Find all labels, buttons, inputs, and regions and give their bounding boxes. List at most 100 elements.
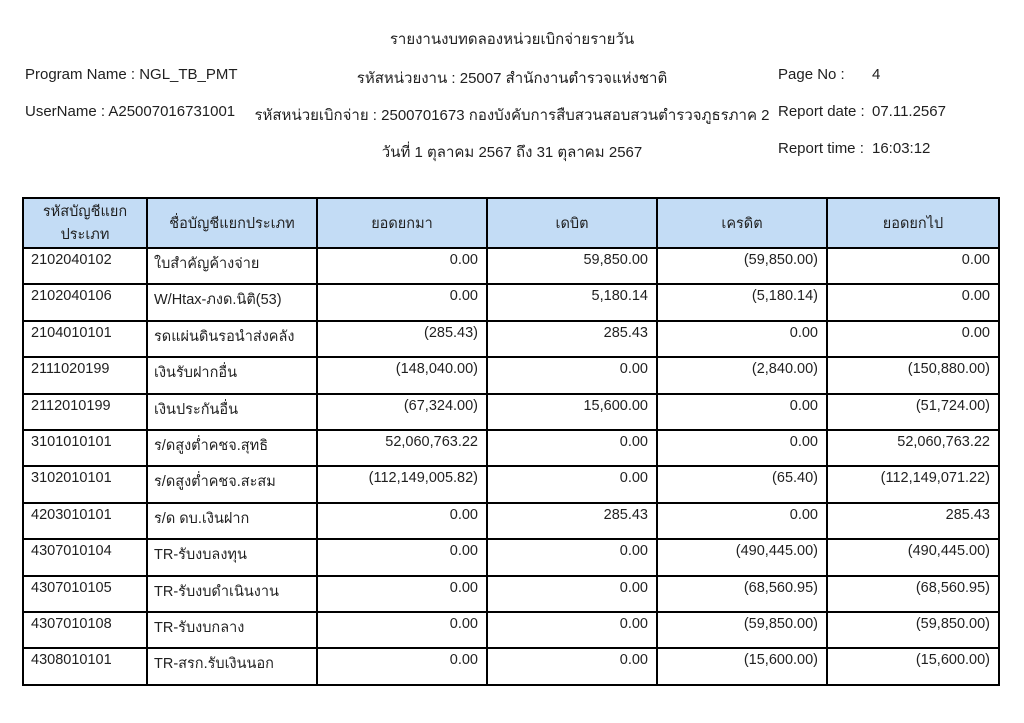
cell-account-name: TR-สรก.รับเงินนอก xyxy=(146,647,318,686)
table-row: 2102040102 ใบสำคัญค้างจ่าย 0.00 59,850.0… xyxy=(22,246,1000,286)
cell-debit: 5,180.14 xyxy=(486,283,658,322)
cell-debit: 285.43 xyxy=(486,319,658,359)
cell-debit: 59,850.00 xyxy=(486,246,658,286)
cell-debit: 0.00 xyxy=(486,428,658,468)
cell-closing-balance: (15,600.00) xyxy=(826,647,1000,686)
cell-account-code: 4307010104 xyxy=(22,538,148,577)
cell-credit: (490,445.00) xyxy=(656,538,828,577)
cell-opening-balance: 0.00 xyxy=(316,647,488,686)
cell-account-name: TR-รับงบดำเนินงาน xyxy=(146,574,318,613)
col-header-credit: เครดิต xyxy=(656,197,828,249)
cell-account-code: 3102010101 xyxy=(22,465,148,504)
cell-account-code: 3101010101 xyxy=(22,428,148,468)
cell-debit: 0.00 xyxy=(486,538,658,577)
cell-credit: (59,850.00) xyxy=(656,246,828,286)
cell-credit: (65.40) xyxy=(656,465,828,504)
table-row: 2102040106 W/Htax-ภงด.นิติ(53) 0.00 5,18… xyxy=(22,283,1000,322)
user-name: UserName : A25007016731001 xyxy=(25,103,236,120)
table-header-row: รหัสบัญชีแยกประเภท ชื่อบัญชีแยกประเภท ยอ… xyxy=(22,197,1000,249)
cell-closing-balance: 0.00 xyxy=(826,283,1000,322)
trial-balance-table: รหัสบัญชีแยกประเภท ชื่อบัญชีแยกประเภท ยอ… xyxy=(22,197,1000,686)
table-row: 4307010108 TR-รับงบกลาง 0.00 0.00 (59,85… xyxy=(22,610,1000,650)
cell-account-code: 2102040106 xyxy=(22,283,148,322)
cell-opening-balance: 0.00 xyxy=(316,574,488,613)
cell-account-name: TR-รับงบลงทุน xyxy=(146,538,318,577)
cell-account-name: เงินรับฝากอื่น xyxy=(146,356,318,395)
cell-closing-balance: (51,724.00) xyxy=(826,392,1000,431)
table-row: 2111020199 เงินรับฝากอื่น (148,040.00) 0… xyxy=(22,356,1000,395)
cell-credit: (15,600.00) xyxy=(656,647,828,686)
program-name: Program Name : NGL_TB_PMT xyxy=(25,66,238,83)
col-header-account-code: รหัสบัญชีแยกประเภท xyxy=(22,197,148,249)
cell-closing-balance: 285.43 xyxy=(826,501,1000,541)
cell-closing-balance: 0.00 xyxy=(826,246,1000,286)
report-time-value: 16:03:12 xyxy=(872,140,931,157)
table-row: 4203010101 ร/ด ดบ.เงินฝาก 0.00 285.43 0.… xyxy=(22,501,1000,541)
cell-closing-balance: (112,149,071.22) xyxy=(826,465,1000,504)
cell-account-code: 2102040102 xyxy=(22,246,148,286)
col-header-debit: เดบิต xyxy=(486,197,658,249)
cell-opening-balance: (67,324.00) xyxy=(316,392,488,431)
disbursement-unit-code: รหัสหน่วยเบิกจ่าย : 2500701673 กองบังคับ… xyxy=(254,107,770,124)
cell-closing-balance: 52,060,763.22 xyxy=(826,428,1000,468)
col-header-closing-balance: ยอดยกไป xyxy=(826,197,1000,249)
agency-code: รหัสหน่วยงาน : 25007 สำนักงานตำรวจแห่งชา… xyxy=(356,70,668,87)
cell-opening-balance: 0.00 xyxy=(316,283,488,322)
cell-credit: 0.00 xyxy=(656,428,828,468)
cell-opening-balance: 0.00 xyxy=(316,501,488,541)
table-row: 3101010101 ร/ดสูงต่ำคชจ.สุทธิ 52,060,763… xyxy=(22,428,1000,468)
cell-closing-balance: (59,850.00) xyxy=(826,610,1000,650)
report-title: รายงานงบทดลองหน่วยเบิกจ่ายรายวัน xyxy=(389,31,635,48)
cell-account-code: 2104010101 xyxy=(22,319,148,359)
cell-debit: 0.00 xyxy=(486,574,658,613)
cell-debit: 285.43 xyxy=(486,501,658,541)
cell-account-name: เงินประกันอื่น xyxy=(146,392,318,431)
table-row: 2112010199 เงินประกันอื่น (67,324.00) 15… xyxy=(22,392,1000,431)
cell-debit: 0.00 xyxy=(486,610,658,650)
cell-account-code: 2112010199 xyxy=(22,392,148,431)
cell-closing-balance: 0.00 xyxy=(826,319,1000,359)
col-header-account-name: ชื่อบัญชีแยกประเภท xyxy=(146,197,318,249)
cell-credit: (5,180.14) xyxy=(656,283,828,322)
cell-account-name: ร/ดสูงต่ำคชจ.สุทธิ xyxy=(146,428,318,468)
cell-credit: (68,560.95) xyxy=(656,574,828,613)
cell-credit: (59,850.00) xyxy=(656,610,828,650)
cell-opening-balance: 0.00 xyxy=(316,610,488,650)
cell-account-code: 4203010101 xyxy=(22,501,148,541)
report-date-label: Report date : xyxy=(778,103,865,120)
report-date-value: 07.11.2567 xyxy=(872,103,946,120)
cell-account-name: รดแผ่นดินรอนำส่งคลัง xyxy=(146,319,318,359)
cell-opening-balance: (285.43) xyxy=(316,319,488,359)
page-no-value: 4 xyxy=(872,66,881,83)
cell-closing-balance: (68,560.95) xyxy=(826,574,1000,613)
cell-closing-balance: (150,880.00) xyxy=(826,356,1000,395)
table-row: 2104010101 รดแผ่นดินรอนำส่งคลัง (285.43)… xyxy=(22,319,1000,359)
cell-opening-balance: 0.00 xyxy=(316,538,488,577)
cell-account-name: TR-รับงบกลาง xyxy=(146,610,318,650)
report-time-label: Report time : xyxy=(778,140,864,157)
cell-debit: 0.00 xyxy=(486,647,658,686)
cell-account-name: ร/ดสูงต่ำคชจ.สะสม xyxy=(146,465,318,504)
cell-account-name: W/Htax-ภงด.นิติ(53) xyxy=(146,283,318,322)
table-row: 4307010105 TR-รับงบดำเนินงาน 0.00 0.00 (… xyxy=(22,574,1000,613)
cell-account-code: 2111020199 xyxy=(22,356,148,395)
cell-closing-balance: (490,445.00) xyxy=(826,538,1000,577)
cell-opening-balance: 0.00 xyxy=(316,246,488,286)
cell-account-code: 4308010101 xyxy=(22,647,148,686)
cell-account-name: ร/ด ดบ.เงินฝาก xyxy=(146,501,318,541)
report-date-range: วันที่ 1 ตุลาคม 2567 ถึง 31 ตุลาคม 2567 xyxy=(381,144,643,161)
cell-account-name: ใบสำคัญค้างจ่าย xyxy=(146,246,318,286)
cell-credit: 0.00 xyxy=(656,319,828,359)
cell-debit: 0.00 xyxy=(486,465,658,504)
cell-credit: (2,840.00) xyxy=(656,356,828,395)
cell-opening-balance: 52,060,763.22 xyxy=(316,428,488,468)
col-header-opening-balance: ยอดยกมา xyxy=(316,197,488,249)
cell-account-code: 4307010108 xyxy=(22,610,148,650)
table-row: 4307010104 TR-รับงบลงทุน 0.00 0.00 (490,… xyxy=(22,538,1000,577)
cell-account-code: 4307010105 xyxy=(22,574,148,613)
table-row: 4308010101 TR-สรก.รับเงินนอก 0.00 0.00 (… xyxy=(22,647,1000,686)
page-no-label: Page No : xyxy=(778,66,845,83)
cell-credit: 0.00 xyxy=(656,392,828,431)
cell-debit: 0.00 xyxy=(486,356,658,395)
table-row: 3102010101 ร/ดสูงต่ำคชจ.สะสม (112,149,00… xyxy=(22,465,1000,504)
